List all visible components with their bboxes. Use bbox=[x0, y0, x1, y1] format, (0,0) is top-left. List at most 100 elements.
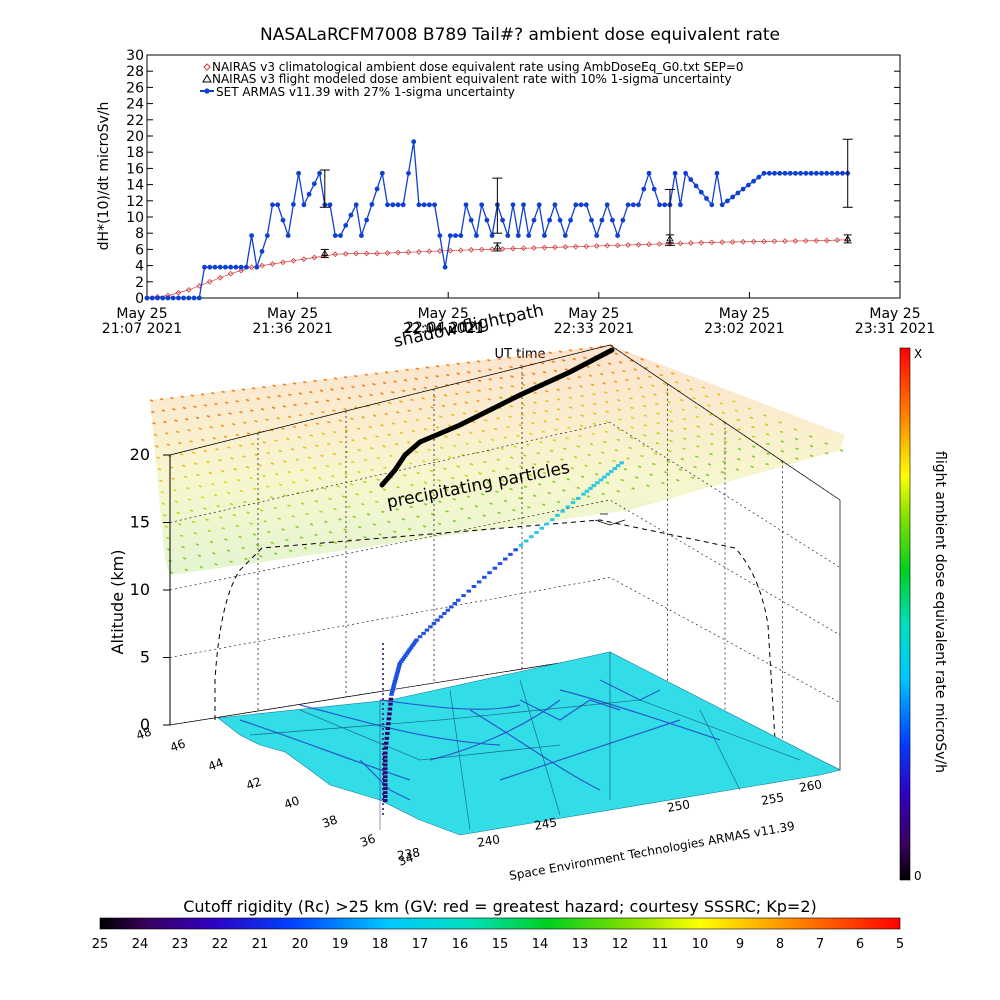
particle-dot bbox=[736, 418, 740, 422]
particle-dot bbox=[668, 410, 673, 413]
point-armas bbox=[437, 233, 443, 239]
particle-dot bbox=[603, 440, 607, 444]
point-armas bbox=[327, 202, 333, 208]
particle-dot bbox=[443, 394, 448, 397]
particle-dot bbox=[276, 416, 280, 420]
x-tick-time: 23:02 2021 bbox=[704, 321, 784, 337]
particle-dot bbox=[496, 417, 500, 420]
particle-dot bbox=[291, 481, 296, 484]
point-armas bbox=[463, 202, 469, 208]
particle-dot bbox=[381, 510, 385, 514]
point-armas bbox=[787, 170, 793, 176]
legend-entry-nairas-climatological: NAIRAS v3 climatological ambient dose eq… bbox=[212, 60, 744, 74]
particle-dot bbox=[244, 557, 248, 561]
particle-dot bbox=[198, 427, 202, 431]
cutoff-rigidity-colorbar: Cutoff rigidity (Rc) >25 km (GV: red = g… bbox=[92, 897, 904, 952]
rigidity-colorbar-ticks: 25 24 23 22 21 20 19 18 17 16 15 14 13 12 11 10 9 8 7 6 5 bbox=[92, 937, 904, 952]
particle-dot bbox=[361, 503, 365, 506]
particle-dot bbox=[476, 399, 480, 403]
flight-track-point bbox=[403, 654, 408, 658]
particle-dot bbox=[285, 538, 289, 542]
particle-dot bbox=[656, 431, 660, 435]
point-armas bbox=[364, 217, 369, 223]
particle-dot bbox=[430, 490, 435, 494]
particle-dot bbox=[262, 441, 266, 444]
particle-dot bbox=[486, 481, 491, 484]
particle-dot bbox=[266, 530, 271, 534]
point-armas bbox=[416, 202, 422, 208]
point-nairas-climatological bbox=[374, 250, 380, 257]
particle-dot bbox=[592, 402, 597, 406]
point-armas bbox=[657, 202, 662, 208]
flight-track-point bbox=[385, 727, 391, 730]
particle-dot bbox=[662, 382, 667, 386]
rigidity-tick-label: 25 bbox=[92, 937, 109, 952]
particle-dot bbox=[629, 436, 634, 439]
point-armas bbox=[562, 233, 568, 239]
particle-dot bbox=[682, 417, 687, 421]
particle-dot bbox=[224, 538, 228, 541]
flight-track-point bbox=[523, 539, 529, 543]
particle-dot bbox=[332, 452, 337, 456]
particle-dot bbox=[374, 372, 379, 375]
particle-dot bbox=[518, 497, 522, 500]
point-armas bbox=[573, 202, 579, 208]
particle-dot bbox=[497, 511, 501, 515]
particle-dot bbox=[590, 383, 595, 387]
point-armas bbox=[672, 170, 678, 176]
flight-track-point bbox=[431, 621, 437, 625]
point-armas bbox=[777, 170, 783, 176]
point-armas bbox=[636, 202, 641, 208]
particle-dot bbox=[555, 418, 560, 421]
particle-dot bbox=[646, 484, 650, 487]
point-armas bbox=[578, 202, 584, 208]
particle-dot bbox=[411, 429, 416, 433]
particle-dot bbox=[679, 399, 684, 402]
particle-dot bbox=[651, 384, 655, 387]
particle-dot bbox=[542, 371, 547, 374]
particle-dot bbox=[521, 373, 525, 377]
particle-dot bbox=[466, 361, 471, 364]
point-nairas-climatological bbox=[395, 249, 401, 256]
point-armas bbox=[766, 170, 772, 176]
rigidity-tick-label: 15 bbox=[492, 937, 509, 952]
particle-dot bbox=[179, 534, 184, 537]
particle-dot bbox=[809, 444, 814, 448]
particle-dot bbox=[295, 525, 299, 529]
particle-dot bbox=[452, 519, 457, 523]
particle-dot bbox=[430, 512, 435, 516]
point-armas bbox=[228, 264, 234, 270]
point-nairas-climatological bbox=[405, 249, 412, 256]
particle-dot bbox=[163, 420, 167, 424]
particle-dot bbox=[579, 347, 583, 351]
latitude-tick-label: 34 bbox=[396, 850, 415, 868]
latitude-tick-label-corner: 48 bbox=[134, 724, 153, 742]
particle-dot bbox=[418, 407, 423, 411]
particle-dot bbox=[229, 560, 233, 563]
flight-track-point bbox=[497, 562, 503, 566]
particle-dot bbox=[285, 437, 290, 441]
particle-dot bbox=[249, 522, 253, 525]
point-nairas-climatological bbox=[792, 238, 799, 244]
particle-dot bbox=[164, 432, 169, 435]
particle-dot bbox=[384, 412, 388, 416]
y-axis-label: dH*(10)/dt microSv/h bbox=[96, 102, 112, 251]
point-armas bbox=[683, 170, 688, 176]
particle-dot bbox=[634, 476, 639, 479]
particle-dot bbox=[483, 460, 487, 464]
point-armas bbox=[793, 170, 798, 176]
particle-dot bbox=[747, 407, 752, 410]
particle-dot bbox=[434, 385, 438, 388]
particle-dot bbox=[603, 391, 608, 394]
flight-track-point bbox=[445, 608, 451, 612]
particle-dot bbox=[532, 462, 537, 466]
particle-dot bbox=[327, 420, 331, 424]
point-armas bbox=[798, 170, 803, 176]
particle-dot bbox=[235, 433, 239, 437]
particle-dot bbox=[692, 397, 696, 400]
particle-dot bbox=[578, 434, 582, 438]
x-tick-date: May 25 bbox=[568, 306, 619, 322]
point-nairas-climatological bbox=[687, 240, 694, 246]
particle-dot bbox=[320, 454, 324, 458]
point-nairas-climatological bbox=[175, 289, 182, 296]
